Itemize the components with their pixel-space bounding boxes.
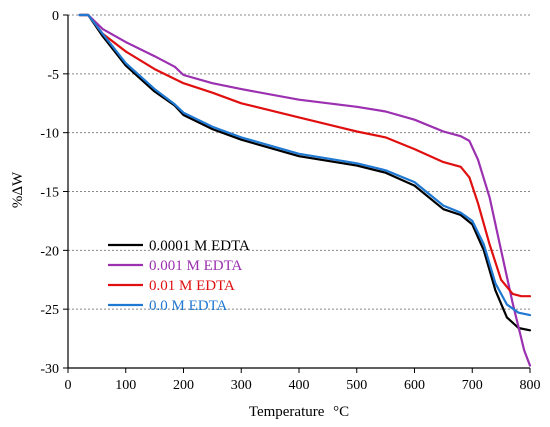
grid-lines: [68, 14, 530, 310]
y-tick-label: -10: [40, 127, 59, 142]
x-axis-label-text: Temperature: [249, 404, 325, 420]
x-tick-label: 400: [289, 378, 310, 393]
x-axis-title: Temperature °C: [249, 404, 349, 420]
x-axis-unit: °C: [333, 404, 349, 420]
series-line: [78, 13, 532, 367]
legend-label: 0.0 M EDTA: [149, 298, 228, 314]
x-tick-label: 800: [520, 378, 541, 393]
legend-label: 0.01 M EDTA: [149, 278, 235, 294]
legend-label: 0.0001 M EDTA: [149, 238, 250, 254]
series-line: [78, 13, 532, 317]
y-axis-title: %ΔW: [10, 171, 26, 208]
x-tick-label: 500: [346, 378, 367, 393]
x-tick-label: 700: [462, 378, 483, 393]
tick-marks: [63, 14, 531, 373]
x-tick-label: 300: [231, 378, 252, 393]
tick-labels: 0 -5 -10 -15 -20 -25 -30 0 100 200 300 400 500 600 700…: [40, 9, 540, 393]
series-lines: [78, 13, 532, 367]
x-tick-label: 0: [65, 378, 72, 393]
y-tick-label: -15: [40, 186, 59, 201]
legend-label: 0.001 M EDTA: [149, 258, 243, 274]
x-tick-label: 600: [404, 378, 425, 393]
y-tick-label: -25: [40, 303, 59, 318]
legend: 0.0001 M EDTA 0.001 M EDTA 0.01 M EDTA 0.0 …: [108, 238, 250, 314]
y-tick-label: -30: [40, 362, 59, 377]
x-tick-label: 200: [173, 378, 194, 393]
y-tick-label: -5: [47, 68, 59, 83]
y-tick-label: 0: [52, 9, 59, 24]
series-line: [78, 13, 532, 298]
y-tick-label: -20: [40, 244, 59, 259]
x-tick-label: 100: [115, 378, 136, 393]
series-line: [78, 13, 532, 332]
